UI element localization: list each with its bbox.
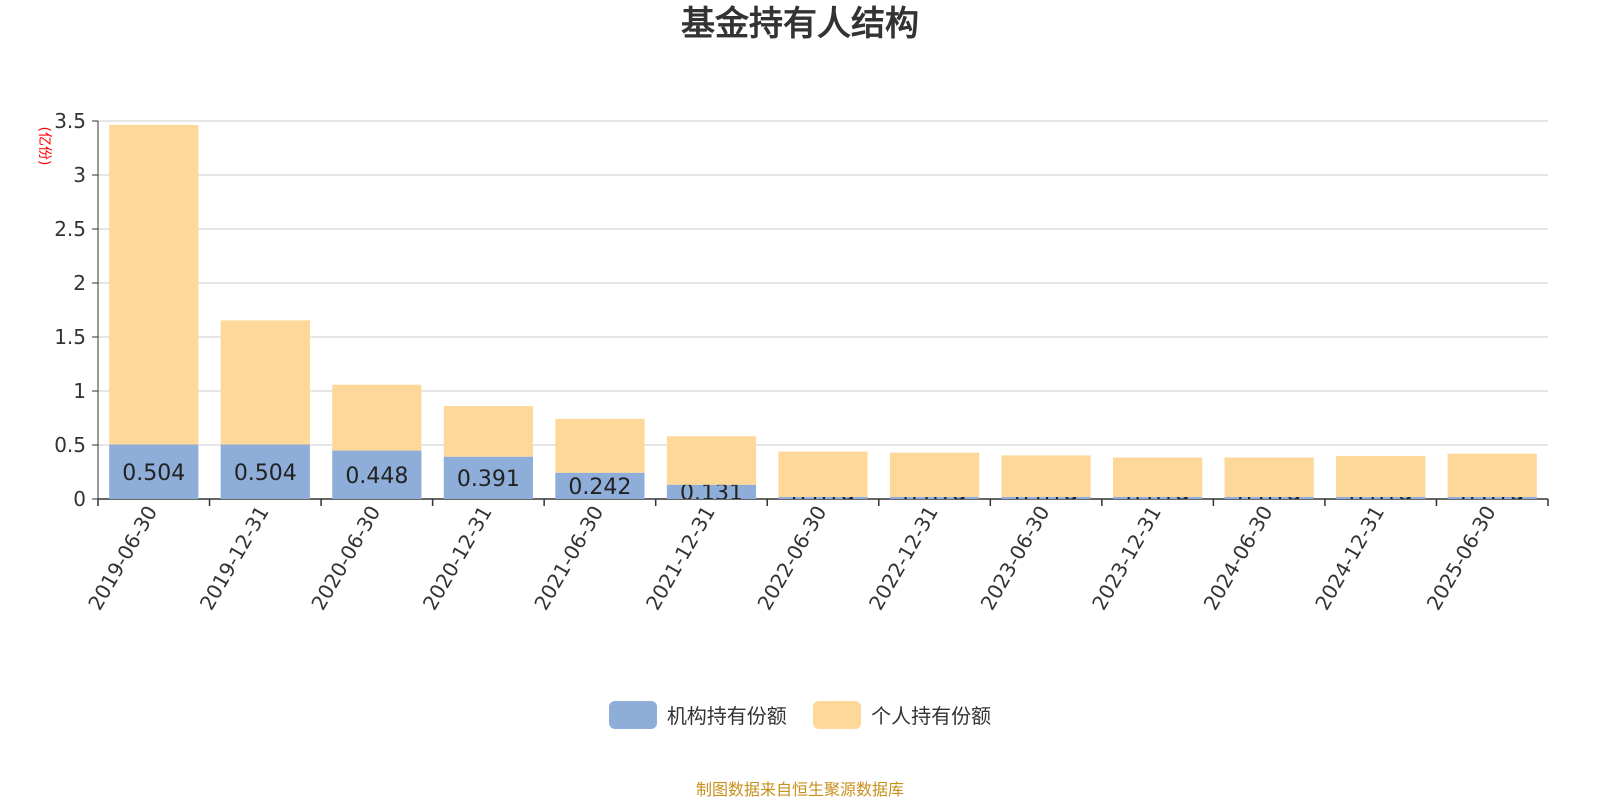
data-label-institutional: 0.131 — [680, 481, 743, 506]
x-tick-label: 2020-06-30 — [306, 502, 385, 615]
data-label-institutional: 0.019 — [1461, 487, 1524, 512]
bar-institutional-2022-06-30 — [778, 496, 868, 499]
y-tick-label: 2 — [73, 271, 86, 295]
data-label-institutional: 0.504 — [234, 461, 297, 486]
bar-institutional-2024-06-30 — [1224, 496, 1314, 499]
x-tick-label: 2025-06-30 — [1422, 502, 1501, 615]
bar-individual-2020-12-31 — [443, 406, 533, 457]
legend-label-individual: 个人持有份额 — [871, 704, 992, 728]
y-tick-label: 3.5 — [54, 109, 86, 133]
x-tick-label: 2022-06-30 — [752, 502, 831, 615]
data-label-institutional: 0.019 — [903, 487, 966, 512]
bar-individual-2024-06-30 — [1224, 457, 1314, 497]
bar-institutional-2022-12-31 — [889, 496, 980, 499]
bar-institutional-2019-12-31 — [220, 444, 310, 499]
legend-swatch-individual — [813, 700, 862, 729]
data-label-institutional: 0.242 — [568, 475, 631, 500]
data-label-institutional: 0.448 — [345, 464, 408, 489]
bar-institutional-2025-06-30 — [1447, 496, 1537, 499]
bar-individual-2023-12-31 — [1113, 457, 1203, 497]
x-tick-label: 2024-06-30 — [1199, 502, 1278, 615]
bar-individual-2019-06-30 — [109, 124, 199, 445]
legend-item-individual[interactable]: 个人持有份额 — [813, 700, 991, 729]
legend-item-institutional[interactable]: 机构持有份额 — [608, 700, 787, 729]
bar-individual-2021-06-30 — [555, 418, 645, 473]
y-tick-label: 2.5 — [54, 217, 86, 241]
bar-individual-2021-12-31 — [666, 436, 757, 485]
bar-individual-2022-12-31 — [889, 452, 980, 497]
bar-institutional-2023-12-31 — [1113, 496, 1203, 499]
data-label-institutional: 0.019 — [792, 487, 855, 512]
data-label-institutional: 0.019 — [1126, 487, 1189, 512]
y-tick-label: 0 — [73, 487, 86, 511]
y-tick-label: 0.5 — [54, 433, 86, 457]
x-tick-label: 2021-06-30 — [529, 502, 608, 615]
x-tick-label: 2024-12-31 — [1310, 502, 1389, 615]
x-tick-label: 2023-12-31 — [1087, 502, 1166, 615]
bar-individual-2022-06-30 — [778, 451, 868, 497]
data-label-institutional: 0.019 — [1349, 487, 1412, 512]
data-label-institutional: 0.504 — [122, 461, 185, 486]
bar-institutional-2024-12-31 — [1336, 496, 1426, 499]
bar-institutional-2023-06-30 — [1001, 496, 1091, 499]
x-tick-label: 2020-12-31 — [418, 502, 497, 615]
bar-institutional-2021-06-30 — [555, 472, 645, 499]
bar-individual-2024-12-31 — [1336, 455, 1426, 497]
source-note: 制图数据来自恒生聚源数据库 — [695, 780, 904, 799]
bar-institutional-2019-06-30 — [109, 444, 199, 499]
bar-individual-2020-06-30 — [332, 384, 422, 451]
y-tick-label: 3 — [73, 163, 86, 187]
data-label-institutional: 0.391 — [457, 467, 520, 492]
bar-individual-2019-12-31 — [220, 320, 310, 445]
bar-individual-2025-06-30 — [1447, 453, 1537, 497]
bar-individual-2023-06-30 — [1001, 455, 1091, 497]
x-tick-label: 2022-12-31 — [864, 502, 943, 615]
x-tick-label: 2019-12-31 — [195, 502, 274, 615]
x-tick-label: 2023-06-30 — [976, 502, 1055, 615]
y-axis-unit: (亿份) — [36, 127, 52, 166]
x-tick-label: 2019-06-30 — [83, 502, 162, 615]
y-tick-label: 1.5 — [54, 325, 86, 349]
legend-label-institutional: 机构持有份额 — [666, 704, 787, 728]
x-tick-label: 2021-12-31 — [641, 502, 720, 615]
chart-title: 基金持有人结构 — [681, 4, 919, 44]
data-label-institutional: 0.019 — [1238, 487, 1301, 512]
data-label-institutional: 0.019 — [1015, 487, 1078, 512]
bar-institutional-2021-12-31 — [666, 484, 757, 499]
legend: 机构持有份额 个人持有份额 — [0, 700, 1600, 729]
legend-swatch-institutional — [608, 700, 657, 729]
y-tick-label: 1 — [73, 379, 86, 403]
bar-institutional-2020-12-31 — [443, 456, 533, 499]
bar-institutional-2020-06-30 — [332, 450, 422, 499]
